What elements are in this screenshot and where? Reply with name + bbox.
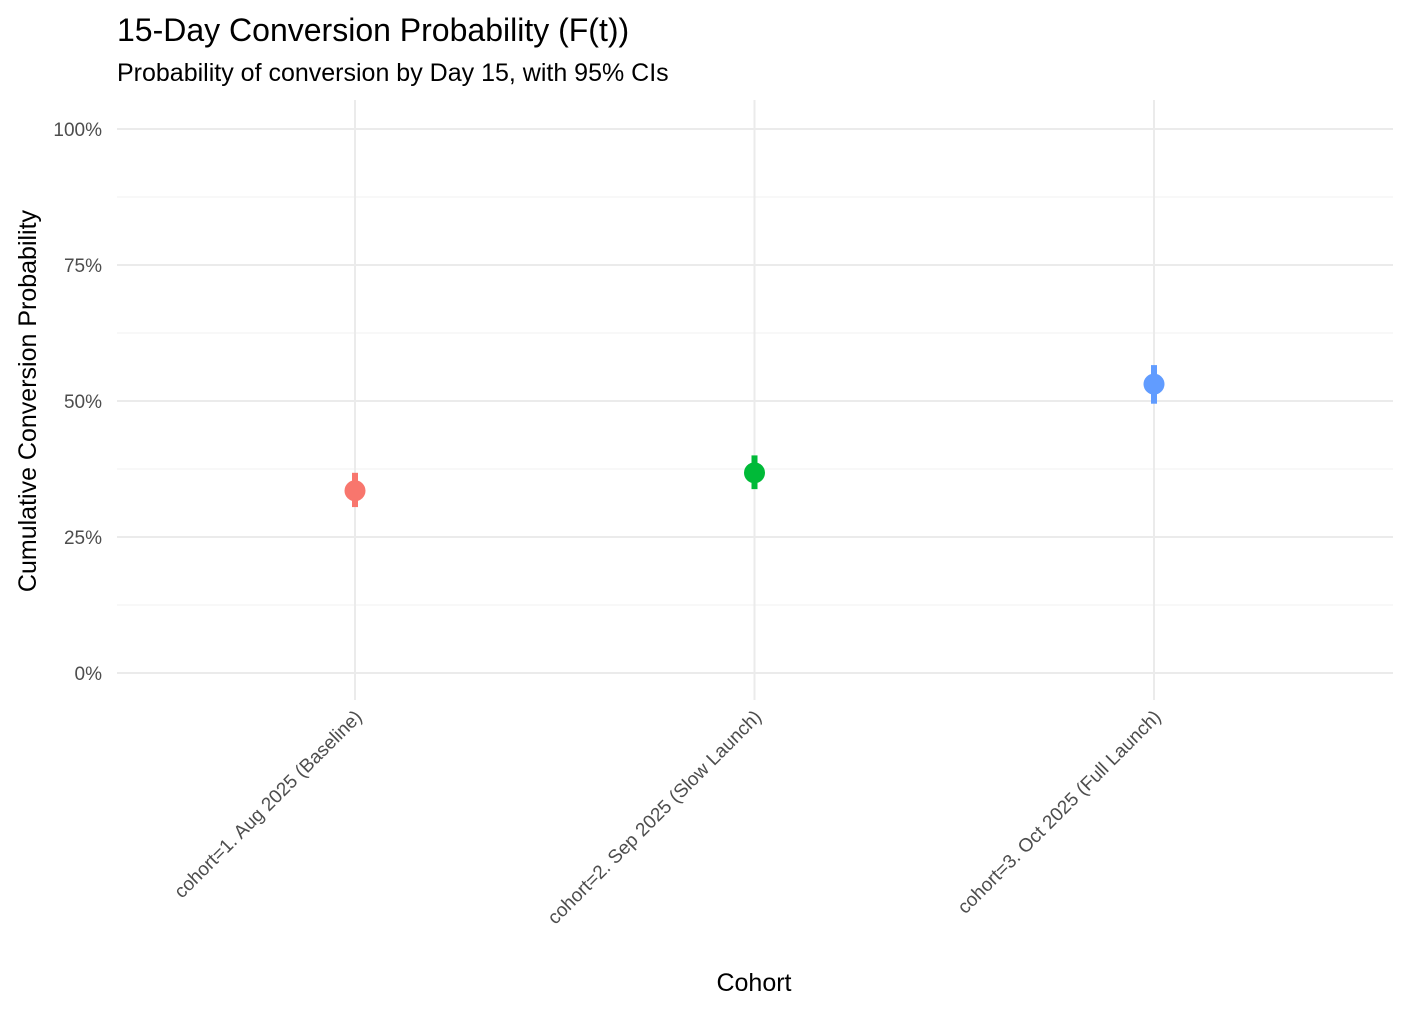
y-tick-label: 75% (64, 256, 102, 277)
data-marks (344, 365, 1165, 508)
y-axis-ticks: 0% 25% 50% 75% 100% (53, 120, 102, 685)
x-tick-label: cohort=2. Sep 2025 (Slow Launch) (544, 707, 766, 929)
y-tick-label: 50% (64, 392, 102, 413)
y-tick-label: 0% (75, 664, 103, 685)
x-tick-label: cohort=1. Aug 2025 (Baseline) (171, 707, 367, 903)
y-tick-label: 25% (64, 528, 102, 549)
data-point (744, 462, 765, 484)
x-axis-title: Cohort (716, 969, 791, 997)
grid-lines (117, 100, 1393, 700)
y-tick-label: 100% (53, 120, 102, 141)
chart-title: 15-Day Conversion Probability (F(t)) (117, 12, 629, 48)
chart-subtitle: Probability of conversion by Day 15, wit… (117, 59, 669, 87)
data-point (344, 480, 366, 502)
x-tick-label: cohort=3. Oct 2025 (Full Launch) (954, 707, 1166, 919)
y-axis-title: Cumulative Conversion Probability (14, 209, 42, 592)
data-point (1143, 373, 1165, 395)
x-axis-ticks: cohort=1. Aug 2025 (Baseline) cohort=2. S… (171, 707, 1166, 929)
